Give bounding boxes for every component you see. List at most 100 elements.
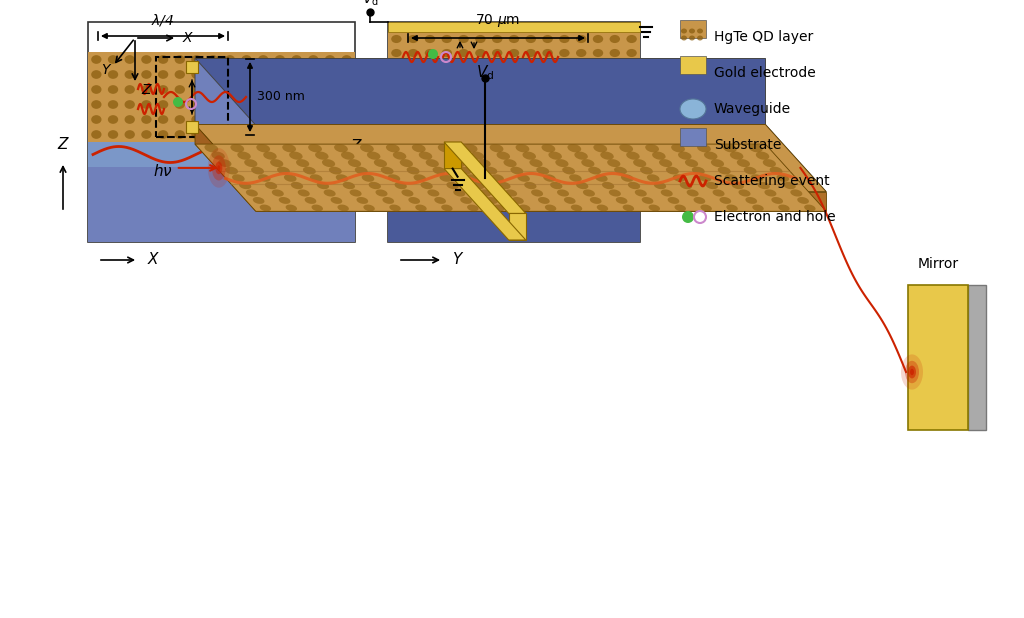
Ellipse shape (274, 70, 285, 79)
Text: 70 $\mu$m: 70 $\mu$m (475, 12, 520, 29)
Ellipse shape (108, 130, 118, 139)
Ellipse shape (635, 190, 647, 197)
Ellipse shape (438, 144, 452, 153)
Ellipse shape (108, 70, 118, 79)
Ellipse shape (325, 100, 335, 109)
Ellipse shape (391, 49, 401, 57)
Ellipse shape (689, 28, 695, 33)
Ellipse shape (652, 151, 666, 159)
Polygon shape (195, 124, 826, 192)
Ellipse shape (258, 70, 268, 79)
Ellipse shape (515, 144, 529, 153)
Ellipse shape (471, 131, 496, 151)
Ellipse shape (460, 197, 472, 204)
Ellipse shape (158, 85, 168, 94)
Ellipse shape (434, 197, 446, 204)
Ellipse shape (475, 49, 485, 57)
Ellipse shape (296, 159, 309, 167)
Ellipse shape (700, 205, 712, 211)
Ellipse shape (242, 55, 252, 64)
Ellipse shape (531, 190, 543, 197)
Ellipse shape (270, 159, 284, 167)
Ellipse shape (627, 151, 640, 159)
Text: X: X (183, 31, 193, 45)
Ellipse shape (627, 35, 637, 43)
Ellipse shape (341, 100, 352, 109)
Ellipse shape (441, 63, 452, 71)
Ellipse shape (441, 49, 452, 57)
Ellipse shape (325, 55, 335, 64)
Ellipse shape (409, 197, 420, 204)
Ellipse shape (609, 35, 620, 43)
Ellipse shape (258, 115, 268, 124)
Polygon shape (256, 192, 826, 211)
Ellipse shape (725, 174, 737, 182)
Ellipse shape (212, 155, 226, 180)
Ellipse shape (308, 70, 318, 79)
Ellipse shape (593, 49, 603, 57)
Ellipse shape (108, 100, 118, 109)
Ellipse shape (224, 115, 236, 124)
Ellipse shape (208, 55, 218, 64)
Ellipse shape (593, 63, 603, 71)
Ellipse shape (334, 144, 348, 153)
Ellipse shape (492, 35, 503, 43)
Ellipse shape (600, 151, 613, 159)
Ellipse shape (230, 144, 244, 153)
Ellipse shape (310, 174, 323, 182)
Ellipse shape (401, 190, 414, 197)
Ellipse shape (673, 174, 685, 182)
Ellipse shape (756, 151, 769, 159)
Ellipse shape (258, 130, 268, 139)
Ellipse shape (125, 55, 135, 64)
Ellipse shape (718, 167, 731, 174)
Ellipse shape (557, 190, 569, 197)
Ellipse shape (910, 369, 914, 375)
Ellipse shape (475, 35, 485, 43)
Ellipse shape (331, 197, 342, 204)
Bar (88, 52, 355, 142)
Ellipse shape (381, 167, 393, 174)
Ellipse shape (602, 182, 614, 189)
Ellipse shape (348, 159, 361, 167)
Ellipse shape (543, 174, 556, 182)
Ellipse shape (595, 174, 607, 182)
Ellipse shape (253, 197, 264, 204)
Ellipse shape (158, 100, 168, 109)
Ellipse shape (771, 197, 783, 204)
Ellipse shape (125, 115, 135, 124)
Ellipse shape (454, 190, 465, 197)
Ellipse shape (559, 35, 569, 43)
Ellipse shape (175, 70, 185, 79)
Ellipse shape (393, 151, 407, 159)
Ellipse shape (425, 35, 435, 43)
Ellipse shape (680, 99, 706, 119)
Ellipse shape (441, 205, 453, 211)
Ellipse shape (720, 197, 731, 204)
Ellipse shape (242, 85, 252, 94)
Ellipse shape (660, 190, 673, 197)
Ellipse shape (108, 55, 118, 64)
Ellipse shape (244, 159, 257, 167)
Ellipse shape (486, 197, 498, 204)
Ellipse shape (671, 144, 685, 153)
Ellipse shape (593, 144, 607, 153)
Ellipse shape (376, 190, 387, 197)
Ellipse shape (325, 85, 335, 94)
Ellipse shape (770, 167, 782, 174)
Ellipse shape (685, 159, 698, 167)
Ellipse shape (609, 190, 621, 197)
Ellipse shape (763, 159, 776, 167)
Ellipse shape (391, 63, 401, 71)
Ellipse shape (472, 182, 484, 189)
Ellipse shape (338, 205, 349, 211)
Bar (186, 61, 198, 73)
Ellipse shape (91, 100, 101, 109)
Ellipse shape (258, 174, 270, 182)
Ellipse shape (753, 205, 764, 211)
Ellipse shape (653, 182, 667, 189)
Text: Z: Z (57, 137, 69, 152)
Text: Z: Z (141, 83, 151, 97)
Ellipse shape (416, 85, 552, 197)
Ellipse shape (125, 100, 135, 109)
